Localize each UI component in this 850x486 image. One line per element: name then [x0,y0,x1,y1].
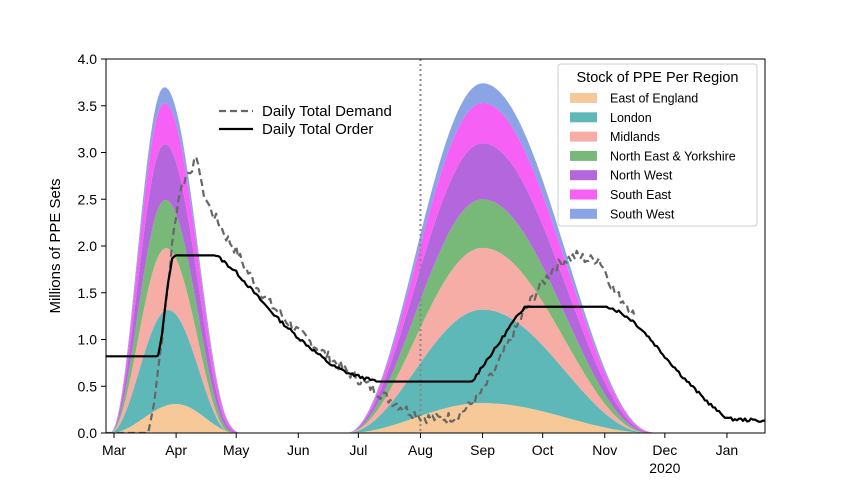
y-tick-label: 2.0 [78,238,98,254]
x-tick-label: Oct [532,442,554,458]
legend-line-label: Daily Total Order [262,121,373,138]
area-midlands [106,247,765,433]
y-tick-label: 3.5 [78,98,98,114]
x-tick-year-label: 2020 [649,460,680,476]
x-tick-label: Nov [592,442,617,458]
legend-entry-label: North West [610,169,673,183]
x-tick-label: Aug [408,442,433,458]
demand-line [106,155,636,433]
legend-swatch [570,93,597,103]
area-east-of-england [106,403,765,433]
y-tick-label: 0.0 [78,425,98,441]
legend-entry-label: Midlands [610,130,660,144]
legend-swatch [570,208,597,219]
area-north-east-yorkshire [106,199,765,433]
area-south-east [106,102,765,433]
legend-entry-label: South West [610,207,675,221]
legend-entry-label: North East & Yorkshire [610,149,736,163]
stock-legend-box [557,63,758,227]
y-tick-label: 0.5 [78,378,98,394]
stock-legend-title: Stock of PPE Per Region [577,70,739,86]
y-tick-label: 3.0 [78,145,98,161]
y-tick-label: 2.5 [78,191,98,207]
x-tick-label: Jul [349,442,367,458]
x-tick-label: Mar [102,442,126,458]
stacked-area-layer [106,83,765,433]
y-axis-title: Millions of PPE Sets [47,178,64,313]
legend-line-label: Daily Total Demand [262,103,392,120]
order-line [106,254,765,423]
y-axis: 0.0 0.5 1.0 1.5 2.0 2.5 3.0 3.5 4.0 [78,51,106,441]
x-tick-label: May [223,442,249,458]
legend-entry-label: East of England [610,92,698,106]
legend-swatch [570,112,597,123]
x-tick-label: Sep [470,442,495,458]
legend-swatch [570,150,597,161]
legend-swatch [570,131,597,142]
y-tick-label: 1.0 [78,332,98,348]
x-tick-label: Dec [652,442,677,458]
legend-entry-label: South East [610,188,672,202]
y-tick-label: 1.5 [78,285,98,301]
x-axis: Mar Apr May Jun Jul Aug Sep Oct Nov Dec 2020 Jan [102,433,738,476]
legend-swatch [570,189,597,200]
line-series-layer [106,155,765,433]
x-tick-label: Apr [165,442,187,458]
legend-swatch [570,170,597,181]
x-tick-label: Jan [716,442,739,458]
stock-legend: Stock of PPE Per Region East of England Lo… [557,63,758,227]
x-tick-label: Jun [287,442,310,458]
area-london [106,309,765,433]
y-tick-label: 4.0 [78,51,98,67]
area-north-west [106,143,765,433]
legend-entry-label: London [610,111,652,125]
